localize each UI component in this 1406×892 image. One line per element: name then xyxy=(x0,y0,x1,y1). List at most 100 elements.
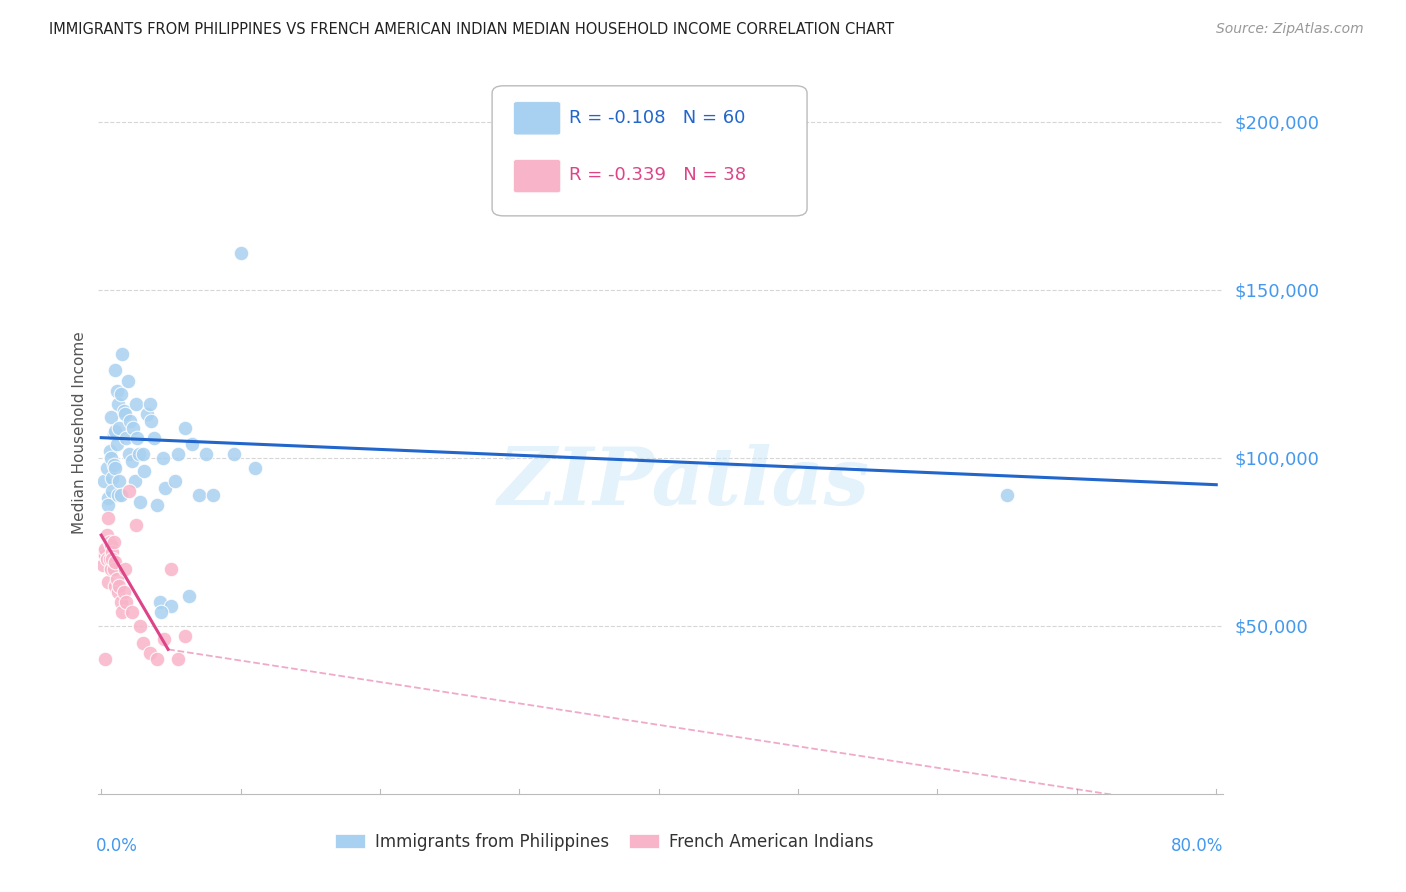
Point xyxy=(105,384,128,398)
Point xyxy=(100,562,122,576)
Point xyxy=(160,599,183,613)
Point xyxy=(194,447,217,461)
Point xyxy=(243,461,266,475)
Point xyxy=(93,545,115,559)
Point xyxy=(132,447,155,461)
Point xyxy=(103,427,125,442)
Text: IMMIGRANTS FROM PHILIPPINES VS FRENCH AMERICAN INDIAN MEDIAN HOUSEHOLD INCOME CO: IMMIGRANTS FROM PHILIPPINES VS FRENCH AM… xyxy=(49,22,894,37)
Point xyxy=(177,589,200,603)
Point xyxy=(112,585,135,599)
FancyBboxPatch shape xyxy=(513,160,561,193)
Text: 0.0%: 0.0% xyxy=(96,838,138,855)
Point xyxy=(105,572,128,586)
Point xyxy=(94,541,117,556)
Point xyxy=(125,397,148,411)
Point xyxy=(98,534,121,549)
Point xyxy=(155,481,177,495)
Point xyxy=(110,595,132,609)
Point xyxy=(160,562,183,576)
Point xyxy=(136,407,159,421)
Point xyxy=(180,437,202,451)
Point xyxy=(114,407,136,421)
Point xyxy=(173,420,195,434)
Point xyxy=(107,585,129,599)
Point xyxy=(110,387,132,401)
Point xyxy=(96,461,118,475)
Point xyxy=(118,484,141,499)
Point xyxy=(187,488,209,502)
Point xyxy=(101,471,124,485)
FancyBboxPatch shape xyxy=(513,102,561,135)
FancyBboxPatch shape xyxy=(492,86,807,216)
Text: R = -0.339   N = 38: R = -0.339 N = 38 xyxy=(568,167,745,185)
Point xyxy=(121,454,143,468)
Point xyxy=(104,461,127,475)
Point xyxy=(97,498,120,512)
Point xyxy=(103,562,125,576)
Point xyxy=(173,629,195,643)
Point xyxy=(93,475,115,489)
Point xyxy=(96,551,118,566)
Point xyxy=(97,575,120,590)
Text: Source: ZipAtlas.com: Source: ZipAtlas.com xyxy=(1216,22,1364,37)
Text: R = -0.108   N = 60: R = -0.108 N = 60 xyxy=(568,109,745,127)
Point xyxy=(101,551,124,566)
Point xyxy=(146,498,169,512)
Point xyxy=(150,606,173,620)
Point xyxy=(120,414,142,428)
Point xyxy=(229,245,252,260)
Point xyxy=(167,447,190,461)
Point xyxy=(104,363,127,377)
Point xyxy=(134,464,156,478)
Point xyxy=(105,437,128,451)
Point xyxy=(108,475,131,489)
Point xyxy=(201,488,224,502)
Point xyxy=(104,555,127,569)
Point xyxy=(111,346,134,360)
Point xyxy=(143,431,166,445)
Point xyxy=(98,444,121,458)
Point xyxy=(115,431,138,445)
Point xyxy=(117,374,139,388)
Point xyxy=(132,635,155,649)
Point xyxy=(121,606,143,620)
Point xyxy=(107,488,129,502)
Point xyxy=(100,538,122,552)
Point xyxy=(995,488,1018,502)
Point xyxy=(139,397,162,411)
Point xyxy=(127,431,149,445)
Point xyxy=(122,420,145,434)
Point xyxy=(118,447,141,461)
Point xyxy=(152,450,174,465)
Point xyxy=(100,450,122,465)
Point xyxy=(103,534,125,549)
Point xyxy=(101,545,124,559)
Point xyxy=(104,578,127,592)
Point xyxy=(128,447,150,461)
Point xyxy=(107,397,129,411)
Point xyxy=(124,475,146,489)
Point xyxy=(115,595,138,609)
Point xyxy=(100,410,122,425)
Point xyxy=(98,551,121,566)
Point xyxy=(111,606,134,620)
Point xyxy=(96,528,118,542)
Point xyxy=(125,518,148,533)
Point xyxy=(97,491,120,505)
Point xyxy=(129,619,152,633)
Point xyxy=(108,420,131,434)
Point xyxy=(167,652,190,666)
Point xyxy=(110,488,132,502)
Point xyxy=(165,475,187,489)
Y-axis label: Median Household Income: Median Household Income xyxy=(72,331,87,534)
Point xyxy=(146,652,169,666)
Point xyxy=(94,652,117,666)
Text: 80.0%: 80.0% xyxy=(1171,838,1223,855)
Point xyxy=(101,484,124,499)
Point xyxy=(153,632,176,647)
Point xyxy=(222,447,245,461)
Text: ZIPatlas: ZIPatlas xyxy=(498,444,869,522)
Point xyxy=(149,595,172,609)
Point xyxy=(141,414,163,428)
Point xyxy=(97,511,120,525)
